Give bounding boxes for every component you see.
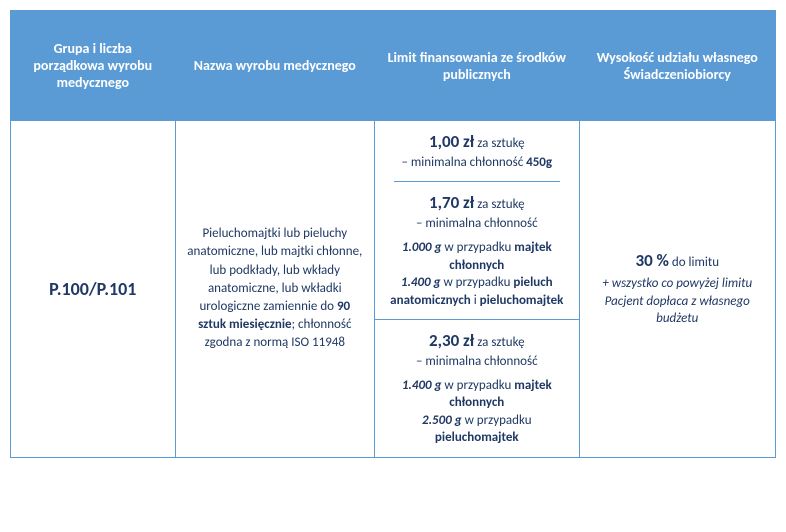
price-1: 1,00 zł bbox=[429, 131, 474, 152]
and-2: i bbox=[471, 293, 480, 308]
sub-2: – minimalna chłonność bbox=[416, 216, 538, 231]
t2-1: w przypadku bbox=[441, 240, 514, 255]
pct: 30 % bbox=[635, 250, 668, 271]
header-col4: Wysokość udziału własnego Świadczeniobio… bbox=[580, 11, 775, 121]
w3-2: 2.500 g bbox=[422, 413, 462, 428]
header-col2: Nazwa wyrobu medycznego bbox=[176, 11, 374, 121]
column-product-name: Nazwa wyrobu medycznego Pieluchomajtki l… bbox=[176, 11, 375, 457]
header-col4-text: Wysokość udziału własnego Świadczeniobio… bbox=[590, 49, 765, 83]
header-col3: Limit finansowania ze środków publicznyc… bbox=[375, 11, 578, 121]
column-own-contribution: Wysokość udziału własnego Świadczeniobio… bbox=[580, 11, 775, 457]
sub-1: – minimalna chłonność bbox=[402, 155, 527, 170]
financing-table: Grupa i liczba porządkowa wyrobu medyczn… bbox=[10, 10, 776, 458]
w3-1: 1.400 g bbox=[402, 378, 442, 393]
column-group-code: Grupa i liczba porządkowa wyrobu medyczn… bbox=[11, 11, 176, 457]
contribution-note: + wszystko co powyżej limitu Pacjent dop… bbox=[590, 275, 765, 328]
header-col1-text: Grupa i liczba porządkowa wyrobu medyczn… bbox=[21, 40, 165, 91]
body-col2: Pieluchomajtki lub pieluchy anatomiczne,… bbox=[176, 121, 374, 457]
p2-2b: pieluchomajtek bbox=[480, 293, 564, 308]
per-2: za sztukę bbox=[474, 197, 524, 212]
limit-row-2: 1,70 zł za sztukę – minimalna chłonność … bbox=[375, 182, 578, 320]
t3-1: w przypadku bbox=[441, 378, 514, 393]
w2-2: 1.400 g bbox=[401, 275, 441, 290]
per-1: za sztukę bbox=[474, 136, 524, 151]
column-financing-limit: Limit finansowania ze środków publicznyc… bbox=[375, 11, 579, 457]
pct-suffix: do limitu bbox=[669, 255, 719, 270]
weight-1: 450g bbox=[526, 155, 552, 170]
per-3: za sztukę bbox=[474, 335, 524, 350]
sub-3: – minimalna chłonność bbox=[416, 354, 538, 369]
w2-1: 1.000 g bbox=[402, 240, 442, 255]
limit-row-1: 1,00 zł za sztukę – minimalna chłonność … bbox=[394, 121, 561, 182]
body-col4: 30 % do limitu + wszystko co powyżej lim… bbox=[580, 121, 775, 457]
product-code: P.100/P.101 bbox=[49, 278, 136, 300]
t2-2: w przypadku bbox=[441, 275, 514, 290]
header-col2-text: Nazwa wyrobu medycznego bbox=[194, 57, 356, 74]
header-col3-text: Limit finansowania ze środków publicznyc… bbox=[385, 49, 568, 83]
body-col1: P.100/P.101 bbox=[11, 121, 175, 457]
price-2: 1,70 zł bbox=[429, 192, 474, 213]
limit-row-3: 2,30 zł za sztukę – minimalna chłonność … bbox=[375, 320, 578, 457]
t3-2: w przypadku bbox=[462, 413, 532, 428]
price-3: 2,30 zł bbox=[429, 330, 474, 351]
p3-2: pieluchomajtek bbox=[435, 430, 519, 445]
body-col3: 1,00 zł za sztukę – minimalna chłonność … bbox=[375, 121, 578, 457]
header-col1: Grupa i liczba porządkowa wyrobu medyczn… bbox=[11, 11, 175, 121]
